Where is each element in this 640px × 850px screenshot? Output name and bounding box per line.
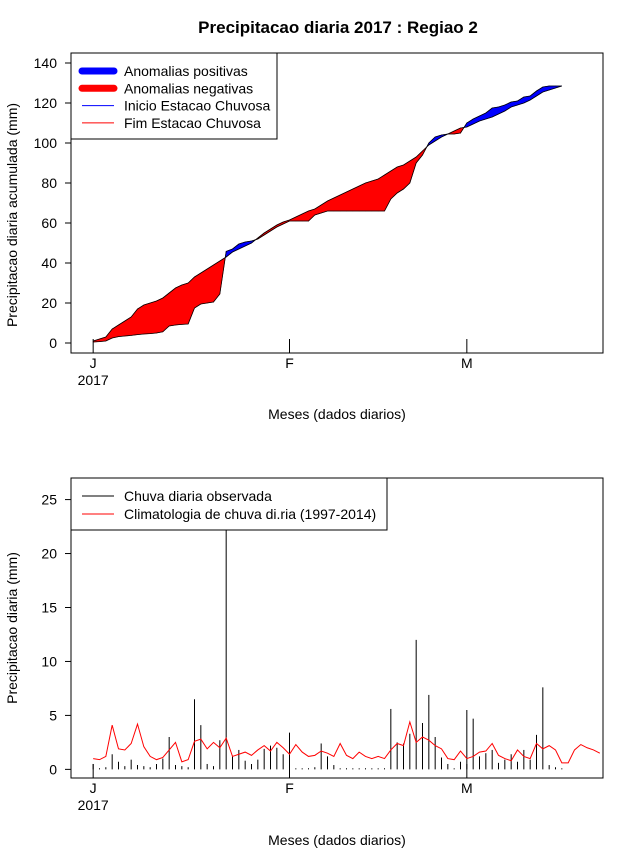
legend-label: Anomalias positivas	[124, 63, 248, 79]
plot1-y-axis: 0 20 40 60 80 100 120 140	[34, 55, 72, 351]
x-tick-label: M	[461, 780, 473, 796]
negative-anomaly-segment	[156, 297, 164, 334]
plot1-xlabel: Meses (dados diarios)	[268, 406, 406, 422]
negative-anomaly-segment	[194, 272, 202, 309]
negative-anomaly-segment	[352, 185, 360, 212]
x-tick-label: M	[461, 355, 473, 371]
y-tick-label: 20	[41, 546, 57, 562]
negative-anomaly-segment	[143, 302, 151, 335]
negative-anomaly-segment	[124, 316, 132, 337]
plot2-legend: Chuva diaria observada Climatologia de ch…	[70, 477, 388, 531]
y-tick-label: 0	[49, 335, 57, 351]
y-tick-label: 80	[41, 175, 57, 191]
negative-anomaly-segment	[149, 300, 157, 334]
legend-box	[70, 52, 278, 140]
negative-anomaly-segment	[403, 160, 411, 190]
y-tick-label: 140	[34, 55, 58, 71]
negative-anomaly-segment	[200, 268, 208, 305]
y-tick-label: 100	[34, 135, 58, 151]
x-tick-label: J	[90, 355, 97, 371]
negative-anomaly-segment	[181, 282, 189, 325]
legend-label: Climatologia de chuva di.ria (1997-2014)	[124, 506, 376, 522]
x-tick-label: J	[90, 780, 97, 796]
negative-anomaly-segment	[365, 180, 373, 212]
x-tick-year: 2017	[78, 372, 109, 388]
plot1-marks	[92, 85, 562, 343]
climatology-line	[93, 720, 601, 764]
observed-cumulative-line	[93, 85, 562, 343]
x-tick-label: F	[285, 780, 294, 796]
plot1-ylabel: Precipitacao diaria acumulada (mm)	[4, 103, 20, 327]
legend-label: Inicio Estacao Chuvosa	[124, 98, 271, 114]
y-tick-label: 10	[41, 653, 57, 669]
legend-label: Chuva diaria observada	[124, 488, 272, 504]
legend-label: Fim Estacao Chuvosa	[124, 115, 261, 131]
legend-label: Anomalias negativas	[124, 80, 253, 96]
plot2-xlabel: Meses (dados diarios)	[268, 832, 406, 848]
negative-anomaly-segment	[396, 164, 404, 194]
legend-box	[70, 477, 388, 531]
negative-anomaly-segment	[371, 178, 379, 212]
negative-anomaly-segment	[137, 304, 145, 335]
negative-anomaly-segment	[175, 284, 183, 326]
negative-anomaly-segment	[206, 264, 214, 304]
y-tick-label: 60	[41, 215, 57, 231]
negative-anomaly-segment	[327, 197, 335, 212]
x-tick-year: 2017	[78, 797, 109, 813]
y-tick-label: 25	[41, 492, 57, 508]
y-tick-label: 20	[41, 295, 57, 311]
negative-anomaly-segment	[168, 287, 176, 327]
negative-anomaly-segment	[162, 292, 170, 333]
climatology-cumulative-line	[93, 85, 562, 342]
negative-anomaly-segment	[377, 174, 385, 212]
y-tick-label: 15	[41, 599, 57, 615]
negative-anomaly-segment	[295, 213, 303, 222]
y-tick-label: 5	[49, 707, 57, 723]
negative-anomaly-segment	[346, 188, 354, 212]
positive-anomaly-segment	[536, 86, 544, 97]
y-tick-label: 0	[49, 761, 57, 777]
chart-title: Precipitacao diaria 2017 : Regiao 2	[198, 18, 478, 37]
plot2-ylabel: Precipitacao diaria (mm)	[4, 552, 20, 704]
x-tick-label: F	[285, 355, 294, 371]
plot2-marks	[92, 526, 601, 770]
plot2-y-axis: 0 5 10 15 20 25	[41, 492, 72, 777]
y-tick-label: 40	[41, 255, 57, 271]
negative-anomaly-segment	[358, 182, 366, 212]
negative-anomaly-segment	[213, 260, 221, 303]
y-tick-label: 120	[34, 95, 58, 111]
